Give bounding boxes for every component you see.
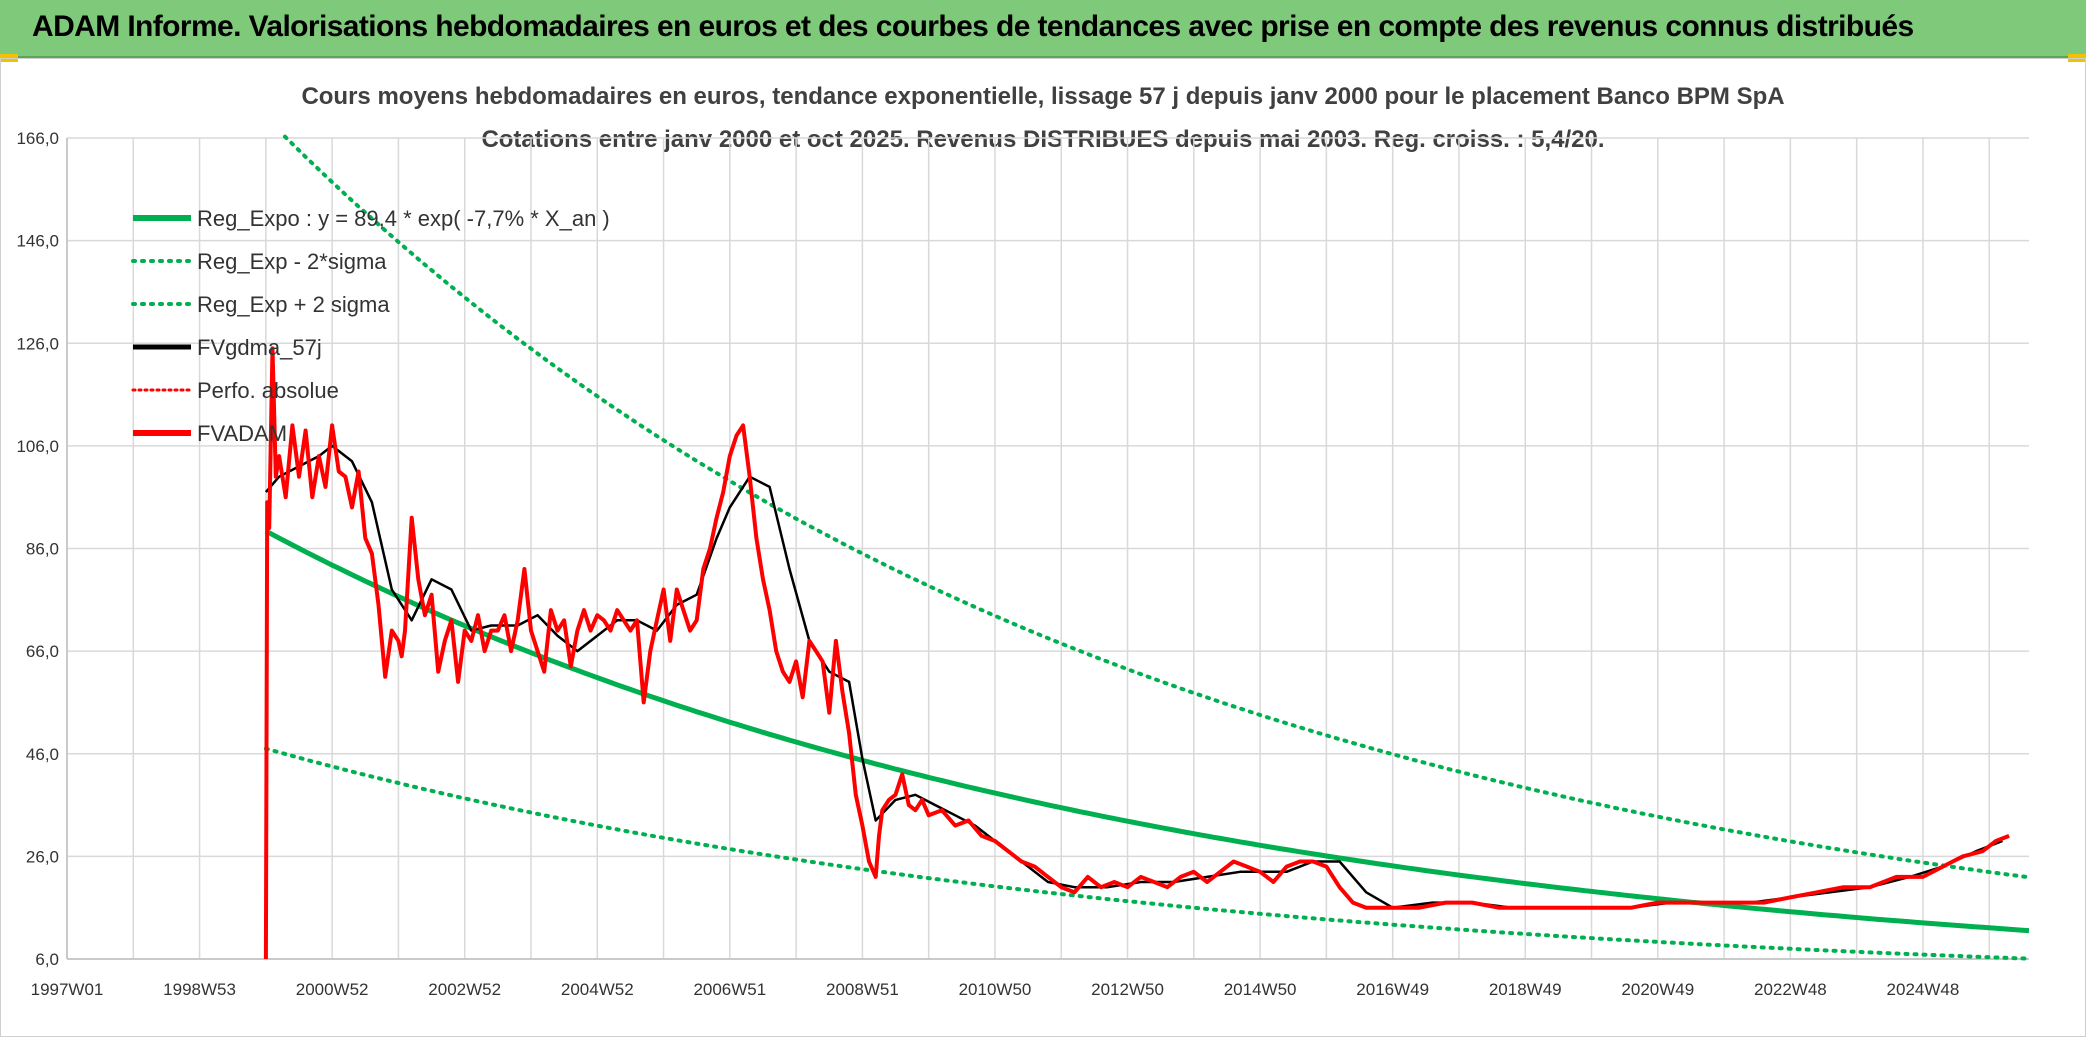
x-tick-label: 2010W50 xyxy=(959,980,1032,999)
y-tick-label: 126,0 xyxy=(16,334,59,353)
x-tick-label: 1998W53 xyxy=(163,980,236,999)
y-tick-label: 166,0 xyxy=(16,129,59,148)
x-tick-label: 2024W48 xyxy=(1887,980,1960,999)
x-tick-label: 2006W51 xyxy=(693,980,766,999)
x-tick-label: 1997W01 xyxy=(31,980,104,999)
x-tick-label: 2022W48 xyxy=(1754,980,1827,999)
x-tick-label: 2016W49 xyxy=(1356,980,1429,999)
x-tick-label: 2014W50 xyxy=(1224,980,1297,999)
legend-label: Reg_Exp - 2*sigma xyxy=(197,249,387,274)
legend-label: Reg_Expo : y = 89,4 * exp( -7,7% * X_an … xyxy=(197,206,610,231)
smooth-line xyxy=(264,444,2003,909)
chart-title: Cours moyens hebdomadaires en euros, ten… xyxy=(301,83,1784,110)
band-line xyxy=(279,134,2029,880)
x-tick-label: 2012W50 xyxy=(1091,980,1164,999)
legend-label: Reg_Exp + 2 sigma xyxy=(197,292,390,317)
y-tick-label: 66,0 xyxy=(26,642,59,661)
y-tick-label: 46,0 xyxy=(26,745,59,764)
y-tick-label: 86,0 xyxy=(26,540,59,559)
x-tick-label: 2008W51 xyxy=(826,980,899,999)
x-tick-label: 2018W49 xyxy=(1489,980,1562,999)
y-tick-label: 106,0 xyxy=(16,437,59,456)
band-line xyxy=(263,746,2029,961)
trend-line xyxy=(264,528,2029,934)
x-tick-label: 2004W52 xyxy=(561,980,634,999)
x-tick-label: 2000W52 xyxy=(296,980,369,999)
y-tick-label: 6,0 xyxy=(35,950,59,969)
header-bar: ADAM Informe. Valorisations hebdomadaire… xyxy=(0,0,2086,58)
chart-canvas: Cours moyens hebdomadaires en euros, ten… xyxy=(16,83,2029,999)
legend-label: FVADAM xyxy=(197,421,287,446)
x-tick-label: 2002W52 xyxy=(428,980,501,999)
y-tick-label: 26,0 xyxy=(26,847,59,866)
legend-label: Perfo. absolue xyxy=(197,378,339,403)
legend-label: FVgdma_57j xyxy=(197,335,322,360)
chart-subtitle: Cotations entre janv 2000 et oct 2025. R… xyxy=(481,126,1604,153)
page-title: ADAM Informe. Valorisations hebdomadaire… xyxy=(32,10,1914,43)
x-tick-label: 2020W49 xyxy=(1621,980,1694,999)
chart-frame: Cours moyens hebdomadaires en euros, ten… xyxy=(0,58,2086,1037)
price-line xyxy=(263,346,2010,960)
y-tick-label: 146,0 xyxy=(16,232,59,251)
